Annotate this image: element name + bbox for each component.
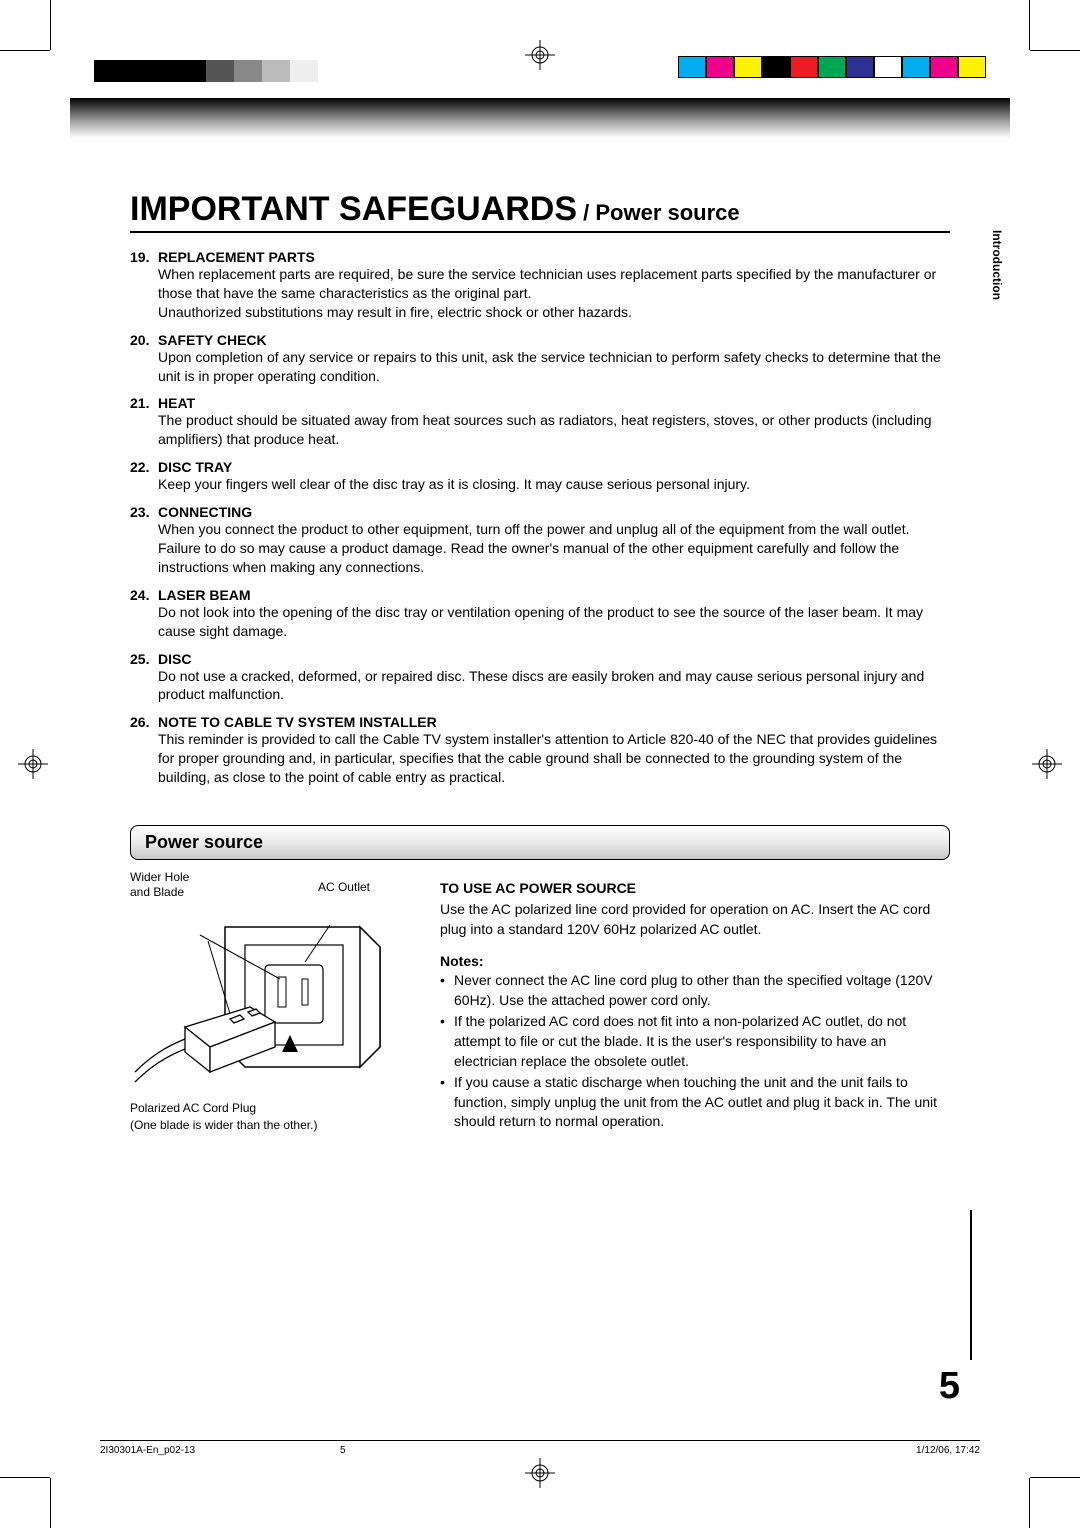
safeguard-body: The product should be situated away from… — [158, 411, 950, 449]
safeguard-number: 24. — [130, 587, 158, 603]
safeguard-number: 21. — [130, 395, 158, 411]
note-item: Never connect the AC line cord plug to o… — [440, 971, 950, 1010]
registration-mark-icon — [1032, 749, 1062, 779]
safeguard-number: 20. — [130, 332, 158, 348]
safeguard-title: DISC — [158, 651, 191, 667]
safeguard-title: DISC TRAY — [158, 459, 232, 475]
safeguard-title: SAFETY CHECK — [158, 332, 267, 348]
safeguard-title: REPLACEMENT PARTS — [158, 249, 315, 265]
side-tab-label: Introduction — [990, 230, 1004, 300]
safeguard-title: HEAT — [158, 395, 195, 411]
footer-right: 1/12/06, 17:42 — [916, 1445, 980, 1456]
diagram-caption: Polarized AC Cord Plug(One blade is wide… — [130, 1100, 410, 1134]
registration-mark-icon — [525, 40, 555, 70]
power-heading: TO USE AC POWER SOURCE — [440, 880, 950, 896]
safeguard-body: When replacement parts are required, be … — [158, 265, 950, 322]
title-main: IMPORTANT SAFEGUARDS — [130, 190, 577, 228]
footer-mid: 5 — [340, 1445, 346, 1456]
safeguard-number: 25. — [130, 651, 158, 667]
safeguard-body: Do not use a cracked, deformed, or repai… — [158, 667, 950, 705]
safeguard-item: 25.DISCDo not use a cracked, deformed, o… — [130, 651, 950, 705]
section-heading-box: Power source — [130, 825, 950, 860]
safeguard-item: 23.CONNECTINGWhen you connect the produc… — [130, 504, 950, 577]
diagram-column: AC Outlet Wider Holeand Blade — [130, 880, 410, 1134]
safeguard-title: NOTE TO CABLE TV SYSTEM INSTALLER — [158, 714, 437, 730]
notes-label: Notes: — [440, 953, 950, 969]
page-number-rule — [970, 1210, 972, 1360]
safeguard-item: 19.REPLACEMENT PARTSWhen replacement par… — [130, 249, 950, 322]
safeguard-body: Do not look into the opening of the disc… — [158, 603, 950, 641]
power-text-column: TO USE AC POWER SOURCE Use the AC polari… — [440, 880, 950, 1134]
grayscale-strip — [94, 60, 318, 82]
safeguard-item: 24.LASER BEAMDo not look into the openin… — [130, 587, 950, 641]
safeguard-item: 26.NOTE TO CABLE TV SYSTEM INSTALLERThis… — [130, 714, 950, 787]
power-source-row: AC Outlet Wider Holeand Blade — [130, 880, 950, 1134]
note-item: If the polarized AC cord does not fit in… — [440, 1012, 950, 1071]
footer-left: 2I30301A-En_p02-13 — [100, 1445, 195, 1456]
title-sub: / Power source — [577, 200, 740, 225]
safeguard-body: This reminder is provided to call the Ca… — [158, 730, 950, 787]
color-strip — [678, 56, 986, 78]
section-heading: Power source — [145, 832, 935, 853]
page-number: 5 — [939, 1365, 960, 1408]
safeguard-number: 23. — [130, 504, 158, 520]
page-content: IMPORTANT SAFEGUARDS / Power source 19.R… — [130, 190, 950, 1418]
safeguard-body: Upon completion of any service or repair… — [158, 348, 950, 386]
ac-plug-diagram-icon — [130, 907, 390, 1087]
title-rule — [130, 231, 950, 233]
note-item: If you cause a static discharge when tou… — [440, 1073, 950, 1132]
power-intro: Use the AC polarized line cord provided … — [440, 900, 950, 939]
safeguard-item: 20.SAFETY CHECKUpon completion of any se… — [130, 332, 950, 386]
registration-mark-icon — [525, 1458, 555, 1488]
safeguard-number: 19. — [130, 249, 158, 265]
header-gradient — [70, 98, 1010, 138]
safeguard-title: CONNECTING — [158, 504, 252, 520]
notes-list: Never connect the AC line cord plug to o… — [440, 971, 950, 1132]
safeguard-number: 22. — [130, 459, 158, 475]
safeguard-body: When you connect the product to other eq… — [158, 520, 950, 577]
page-title: IMPORTANT SAFEGUARDS / Power source — [130, 190, 950, 229]
safeguard-title: LASER BEAM — [158, 587, 251, 603]
safeguard-body: Keep your fingers well clear of the disc… — [158, 475, 950, 494]
safeguards-list: 19.REPLACEMENT PARTSWhen replacement par… — [130, 249, 950, 787]
safeguard-number: 26. — [130, 714, 158, 730]
footer: 2I30301A-En_p02-13 5 1/12/06, 17:42 — [100, 1440, 980, 1456]
safeguard-item: 21.HEATThe product should be situated aw… — [130, 395, 950, 449]
safeguard-item: 22.DISC TRAYKeep your fingers well clear… — [130, 459, 950, 494]
registration-mark-icon — [18, 749, 48, 779]
